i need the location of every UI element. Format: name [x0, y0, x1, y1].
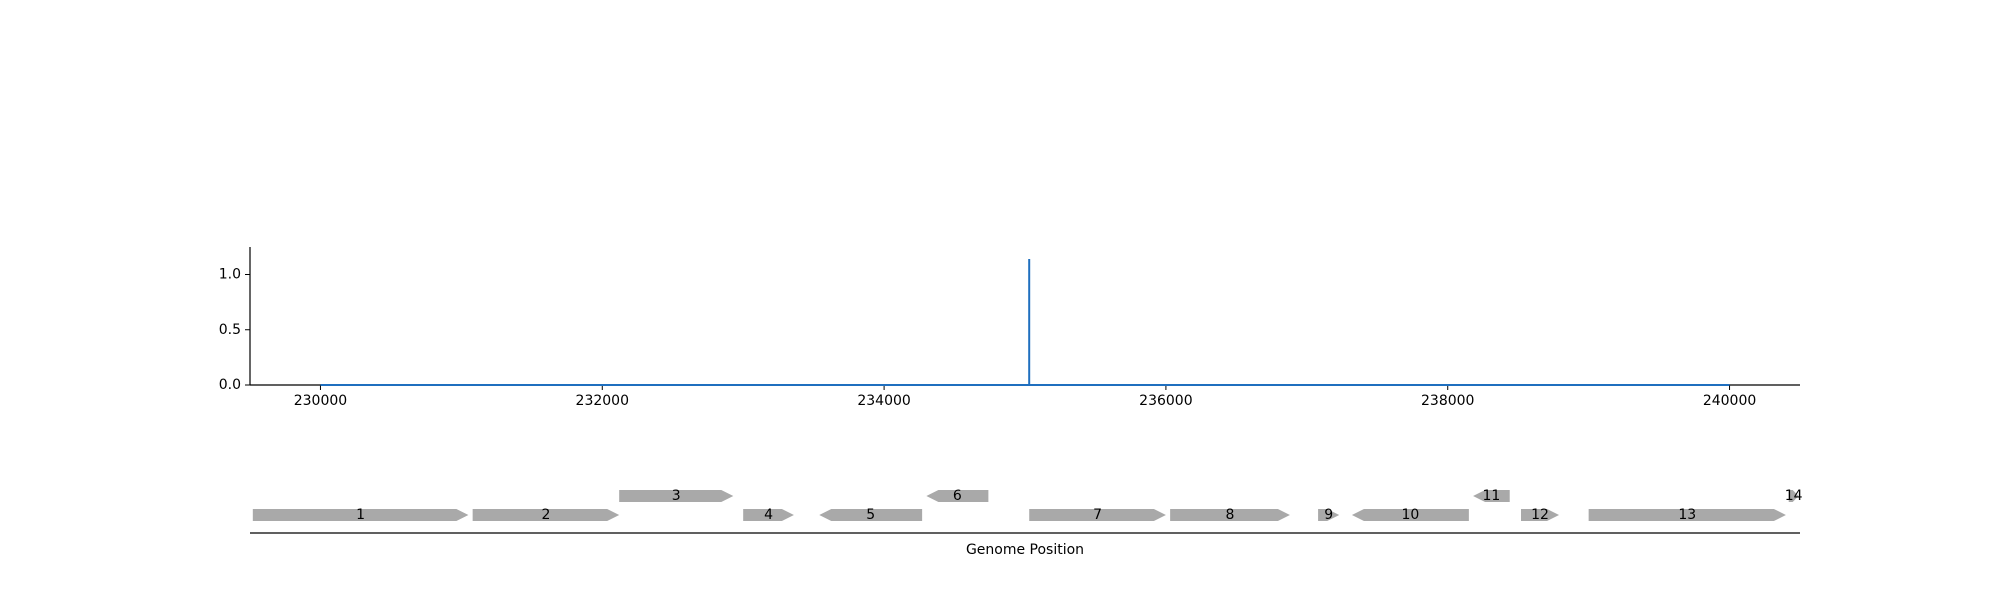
gene-arrow — [1351, 509, 1469, 521]
x-tick-label: 232000 — [576, 393, 629, 409]
y-tick-label: 0.5 — [219, 322, 241, 338]
gene-label: 3 — [672, 488, 681, 504]
gene-arrow — [1029, 509, 1166, 521]
x-tick-label: 238000 — [1421, 393, 1474, 409]
signal-plot: 0.0 0.5 1.0 230000 232000 234000 236000 238000… — [219, 247, 1800, 409]
gene-arrow — [819, 509, 923, 521]
gene-arrow — [1788, 490, 1799, 502]
gene-label: 8 — [1226, 507, 1235, 523]
y-tick-label: 0.0 — [219, 377, 241, 393]
gene-label: 14 — [1785, 488, 1803, 504]
gene-label: 10 — [1401, 507, 1419, 523]
x-tick-label: 230000 — [294, 393, 347, 409]
gene-label: 11 — [1482, 488, 1500, 504]
gene-label: 9 — [1324, 507, 1333, 523]
gene-arrow — [1473, 490, 1510, 502]
gene-label: 13 — [1678, 507, 1696, 523]
gene-label: 1 — [356, 507, 365, 523]
gene-label: 7 — [1093, 507, 1102, 523]
x-tick-label: 236000 — [1139, 393, 1192, 409]
gene-arrow — [743, 509, 794, 521]
gene-arrow — [1521, 509, 1560, 521]
gene-arrow — [1588, 509, 1786, 521]
gene-arrow — [1170, 509, 1290, 521]
gene-label: 4 — [764, 507, 773, 523]
gene-arrow — [619, 490, 734, 502]
y-tick-label: 1.0 — [219, 267, 241, 283]
gene-arrow — [1318, 509, 1340, 521]
gene-arrow — [926, 490, 989, 502]
gene-track-xlabel: Genome Position — [966, 542, 1084, 558]
y-ticks: 0.0 0.5 1.0 — [219, 267, 250, 393]
gene-label: 6 — [953, 488, 962, 504]
signal-series-line — [320, 259, 1730, 386]
gene-label: 2 — [541, 507, 550, 523]
x-tick-label: 240000 — [1703, 393, 1756, 409]
gene-label: 5 — [866, 507, 875, 523]
x-tick-label: 234000 — [857, 393, 910, 409]
x-ticks: 230000 232000 234000 236000 238000 240000 — [294, 385, 1756, 409]
gene-arrow — [252, 509, 469, 521]
gene-arrow — [472, 509, 620, 521]
gene-label: 12 — [1531, 507, 1549, 523]
